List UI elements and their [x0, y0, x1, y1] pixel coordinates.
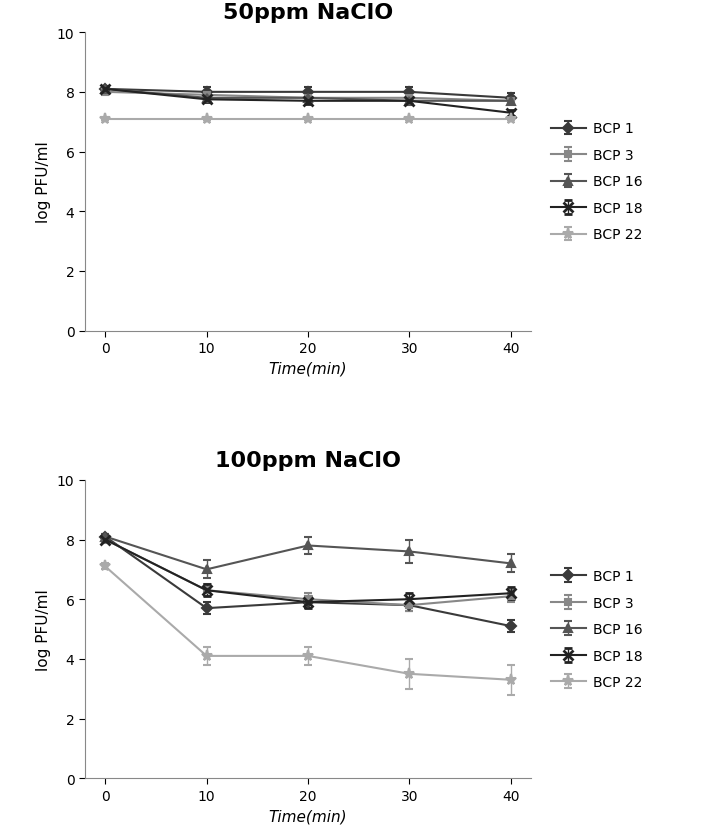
Title: 100ppm NaClO: 100ppm NaClO	[215, 450, 401, 470]
Y-axis label: log PFU/ml: log PFU/ml	[36, 589, 52, 670]
Title: 50ppm NaClO: 50ppm NaClO	[223, 3, 393, 23]
Y-axis label: log PFU/ml: log PFU/ml	[36, 142, 52, 223]
Legend: BCP 1, BCP 3, BCP 16, BCP 18, BCP 22: BCP 1, BCP 3, BCP 16, BCP 18, BCP 22	[547, 118, 646, 246]
X-axis label: Time(min): Time(min)	[268, 361, 348, 376]
Legend: BCP 1, BCP 3, BCP 16, BCP 18, BCP 22: BCP 1, BCP 3, BCP 16, BCP 18, BCP 22	[547, 566, 646, 693]
X-axis label: Time(min): Time(min)	[268, 808, 348, 823]
